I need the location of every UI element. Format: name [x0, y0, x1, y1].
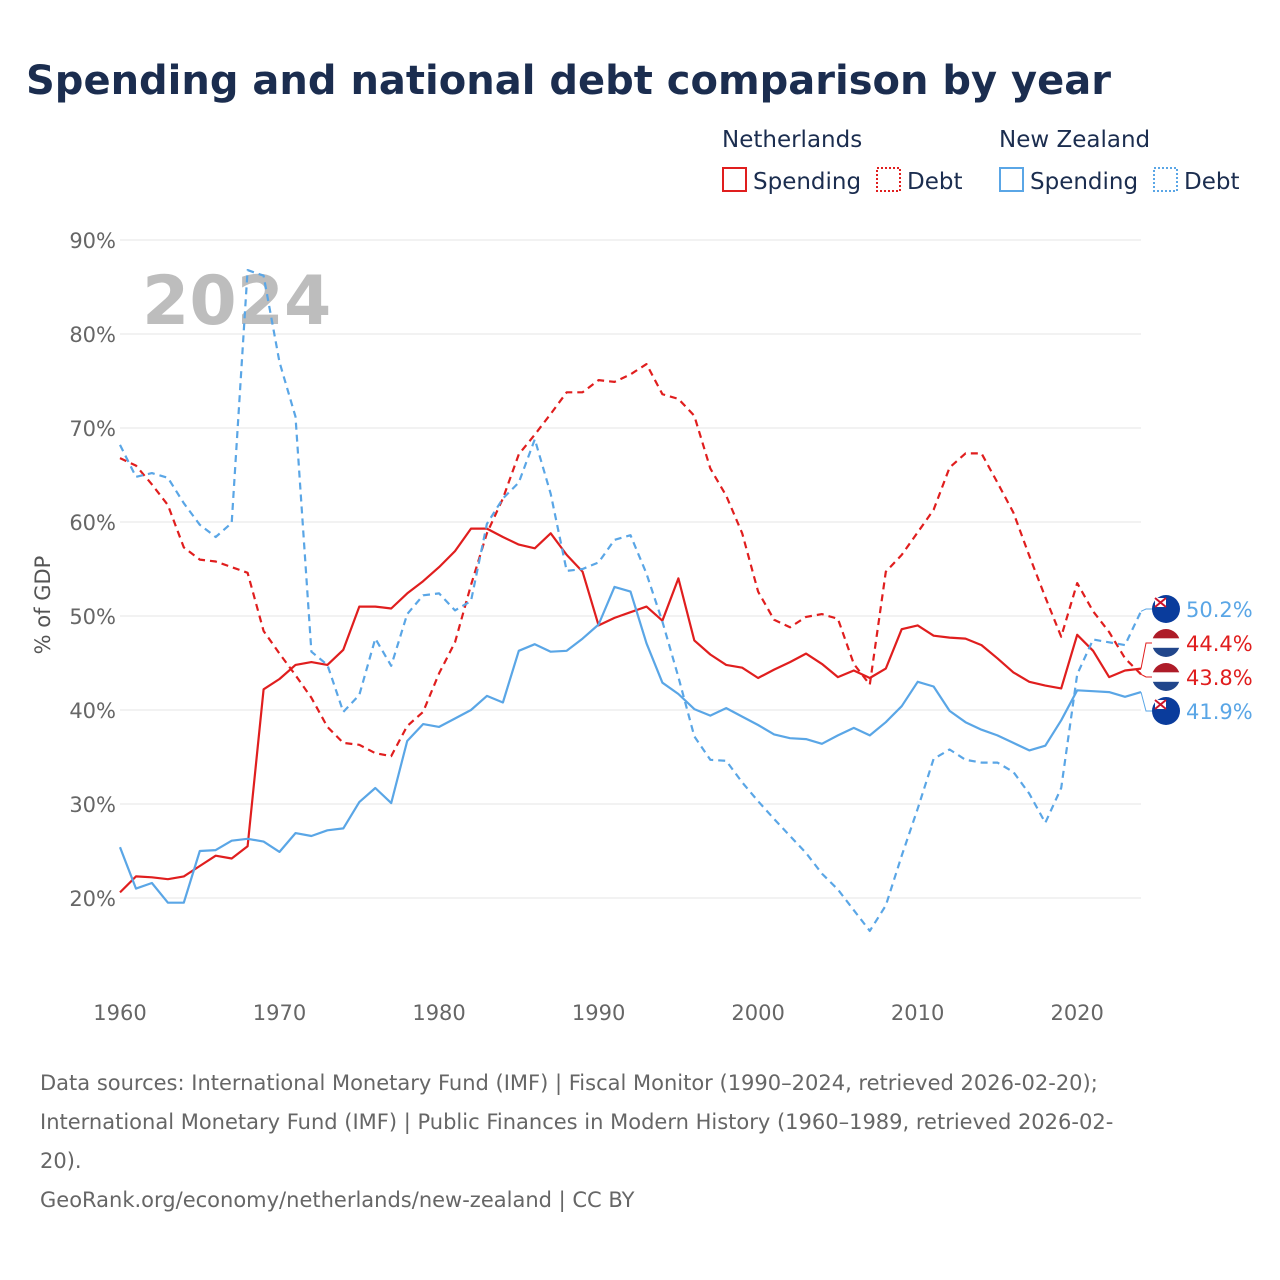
end-label-connector	[1140, 608, 1152, 612]
flag-stripe-blue	[1152, 681, 1180, 691]
x-tick-label: 1990	[572, 1001, 625, 1025]
end-label-connector	[1140, 691, 1152, 712]
netherlands-flag-icon	[1152, 663, 1180, 691]
x-tick-label: 2010	[891, 1001, 944, 1025]
grid	[120, 239, 1141, 899]
legend-country: Netherlands	[722, 127, 862, 153]
end-label-value: 50.2%	[1186, 598, 1253, 622]
new-zealand-flag-icon	[1152, 595, 1180, 623]
x-axis-ticks: 1960 1970 1980 1990 2000 2010 2020	[93, 1001, 1104, 1025]
flag-stripes	[1152, 663, 1180, 691]
new-zealand-flag-icon	[1152, 697, 1180, 725]
legend-country: New Zealand	[999, 127, 1150, 153]
source-line: International Monetary Fund (IMF) | Publ…	[40, 1110, 1114, 1134]
flag-stripe-red	[1152, 663, 1180, 673]
end-label-value: 41.9%	[1186, 700, 1253, 724]
legend-item-debt: Debt	[1184, 169, 1239, 195]
flag-stripe-white	[1152, 672, 1180, 682]
flag-stripe-blue	[1152, 647, 1180, 657]
x-tick-label: 1980	[412, 1001, 465, 1025]
y-tick-label: 80%	[69, 323, 116, 347]
legend-item-spending: Spending	[753, 169, 861, 195]
end-labels: 50.2% 44.4% 43.8% 41.9%	[1140, 595, 1253, 725]
y-tick-label: 50%	[69, 605, 116, 629]
series-lines	[118, 269, 1142, 933]
chart-title: Spending and national debt comparison by…	[26, 58, 1111, 104]
legend-swatch-debt	[876, 167, 901, 192]
netherlands-flag-icon	[1152, 629, 1180, 657]
flag-cross	[1154, 699, 1167, 710]
end-label-connector	[1140, 673, 1152, 678]
source-notes: Data sources: International Monetary Fun…	[40, 1064, 1240, 1220]
source-line: 20).	[40, 1149, 82, 1173]
legend-swatch-spending	[999, 167, 1024, 192]
y-axis-label: % of GDP	[31, 556, 55, 655]
legend-item-spending: Spending	[1030, 169, 1138, 195]
end-label-value: 44.4%	[1186, 632, 1253, 656]
y-tick-label: 70%	[69, 417, 116, 441]
flag-stripe-white	[1152, 638, 1180, 648]
y-axis-ticks: 20% 30% 40% 50% 60% 70% 80% 90%	[69, 229, 116, 911]
y-tick-label: 20%	[69, 887, 116, 911]
y-tick-label: 60%	[69, 511, 116, 535]
end-label-value: 43.8%	[1186, 666, 1253, 690]
series-line-new-zealand-debt	[119, 269, 1142, 933]
y-tick-label: 90%	[69, 229, 116, 253]
legend-item-debt: Debt	[907, 169, 962, 195]
x-tick-label: 2000	[731, 1001, 784, 1025]
year-watermark: 2024	[142, 262, 331, 341]
end-label-connector	[1140, 642, 1152, 669]
x-tick-label: 1970	[253, 1001, 306, 1025]
series-line-netherlands-debt	[119, 363, 1142, 758]
flag-stripe-red	[1152, 629, 1180, 639]
y-tick-label: 40%	[69, 699, 116, 723]
source-link[interactable]: GeoRank.org/economy/netherlands/new-zeal…	[40, 1188, 635, 1212]
x-tick-label: 2020	[1050, 1001, 1103, 1025]
series-line-new-zealand-spending	[118, 585, 1142, 904]
flag-cross	[1154, 597, 1167, 608]
legend-swatch-debt	[1153, 167, 1178, 192]
y-tick-label: 30%	[69, 793, 116, 817]
x-tick-label: 1960	[93, 1001, 146, 1025]
legend: Netherlands Spending Debt New Zealand Spendi…	[722, 127, 1239, 195]
flag-stripes	[1152, 629, 1180, 657]
chart: Spending and national debt comparison by…	[26, 58, 1253, 1025]
legend-swatch-spending	[722, 167, 747, 192]
source-line: Data sources: International Monetary Fun…	[40, 1071, 1098, 1095]
